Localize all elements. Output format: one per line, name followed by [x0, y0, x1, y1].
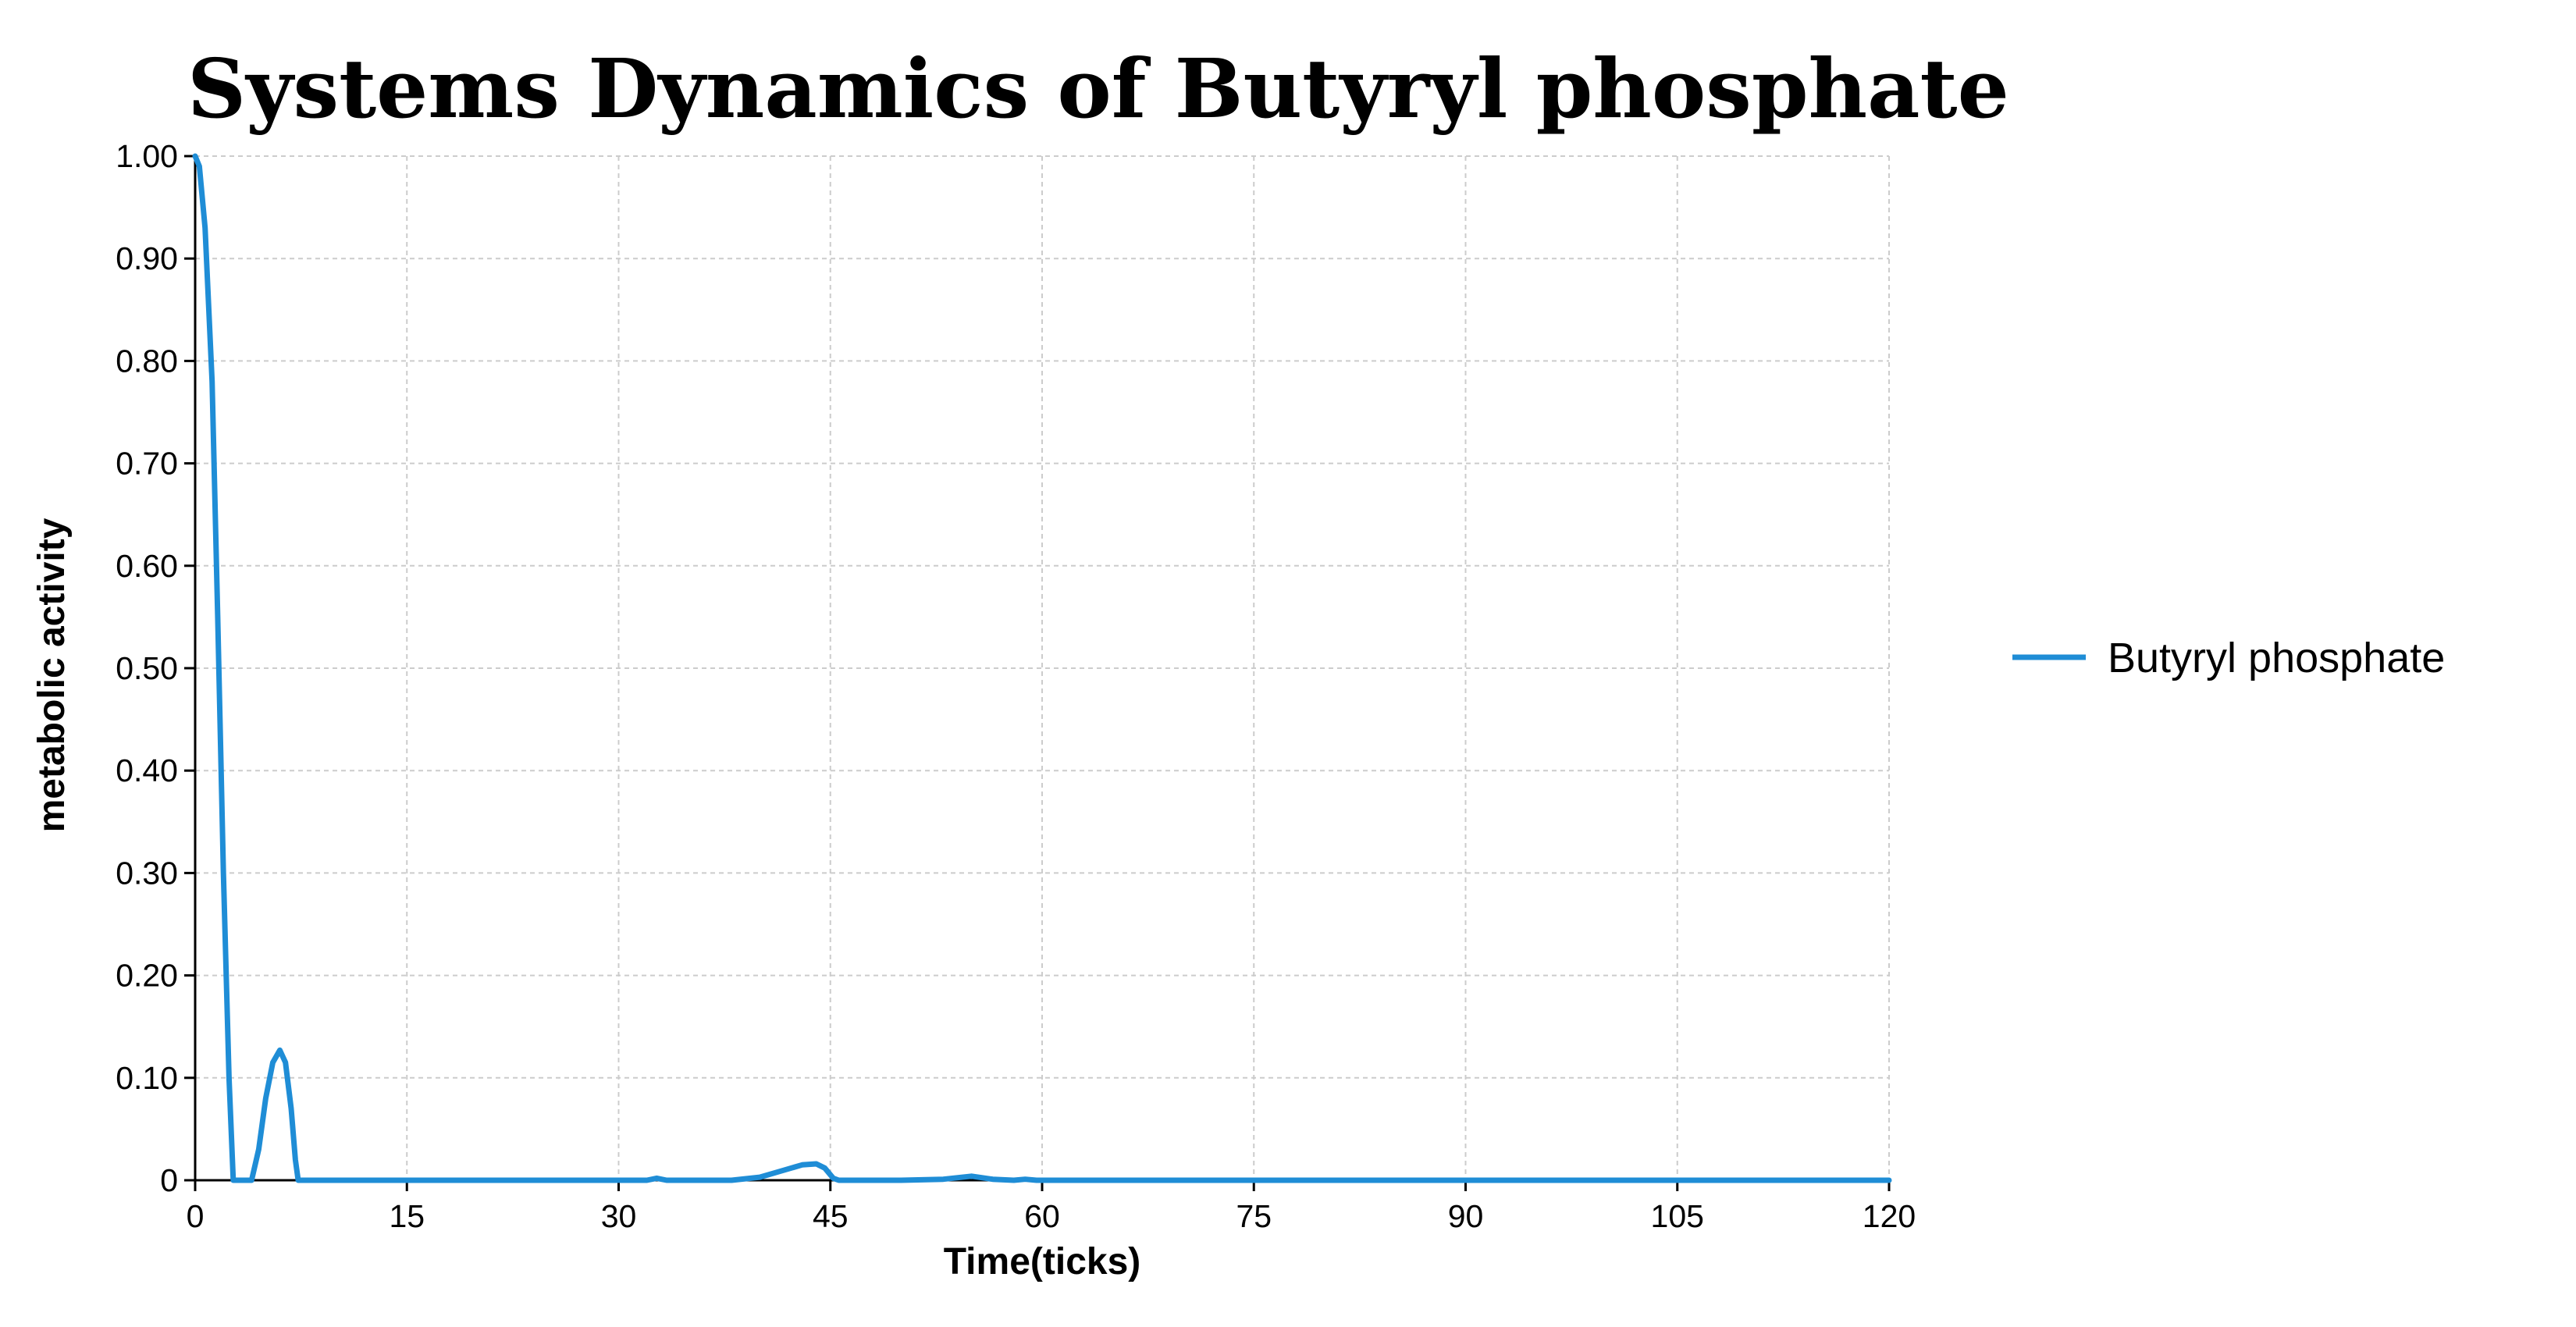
x-tick-label: 75: [1236, 1198, 1272, 1234]
legend-label-butyryl-phosphate: Butyryl phosphate: [2108, 635, 2445, 681]
x-tick-label: 90: [1448, 1198, 1484, 1234]
y-tick-label: 0.50: [116, 650, 178, 686]
y-axis-ticks: 0 0.10 0.20 0.30 0.40 0.50 0.60 0.70 0.80 0.90 1.0…: [116, 138, 195, 1198]
x-tick-label: 60: [1024, 1198, 1060, 1234]
x-axis-ticks: 0 15 30 45 60 75 90 105 120: [187, 1180, 1916, 1234]
y-tick-label: 0.40: [116, 752, 178, 788]
y-tick-label: 0.60: [116, 548, 178, 584]
x-tick-label: 105: [1651, 1198, 1704, 1234]
legend: Butyryl phosphate: [2012, 635, 2445, 681]
y-tick-label: 0.90: [116, 240, 178, 276]
y-tick-label: 0.10: [116, 1060, 178, 1096]
grid-lines: [195, 155, 1890, 1180]
y-tick-label: 0.80: [116, 343, 178, 379]
series-lines: [192, 153, 1892, 1183]
x-tick-label: 0: [187, 1198, 205, 1234]
y-tick-label: 0.30: [116, 855, 178, 891]
x-tick-label: 30: [601, 1198, 637, 1234]
chart-title: Systems Dynamics of Butyryl phosphate: [187, 41, 2009, 137]
series-line-butyryl-phosphate: [192, 153, 1892, 1183]
x-tick-label: 120: [1863, 1198, 1916, 1234]
y-tick-label: 0.20: [116, 958, 178, 994]
x-axis-label: Time(ticks): [944, 1241, 1141, 1283]
x-tick-label: 15: [389, 1198, 425, 1234]
y-axis-label: metabolic activity: [31, 518, 73, 832]
y-tick-label: 0.70: [116, 446, 178, 482]
y-tick-label: 1.00: [116, 138, 178, 174]
y-tick-label: 0: [160, 1162, 178, 1198]
x-tick-label: 45: [813, 1198, 849, 1234]
